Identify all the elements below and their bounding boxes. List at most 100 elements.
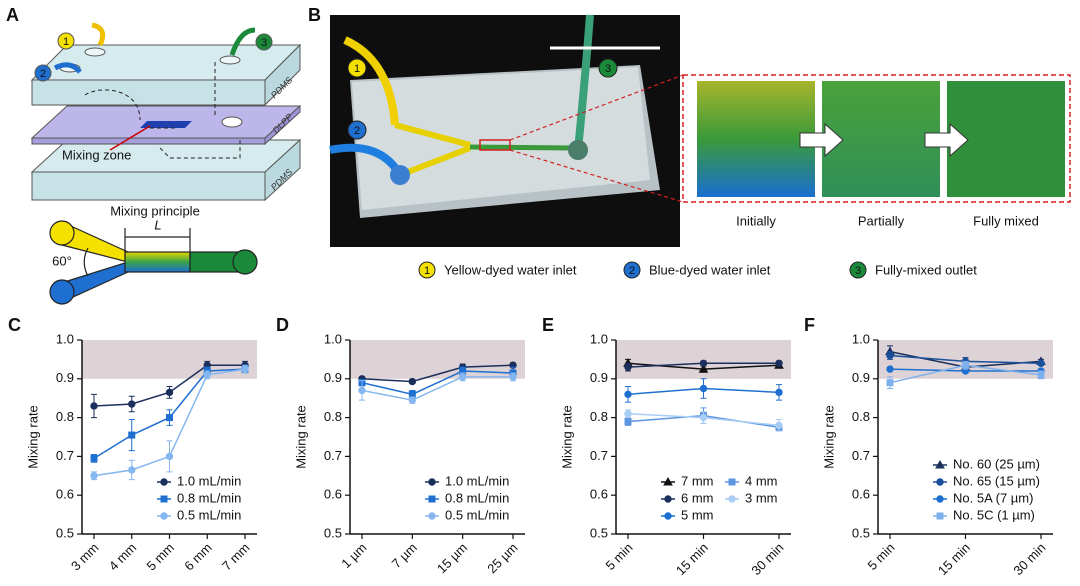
legend-text: Blue-dyed water inlet xyxy=(649,262,771,277)
legend-label: No. 5A (7 µm) xyxy=(953,490,1033,505)
marker xyxy=(408,377,417,386)
x-tick-label: 15 µm xyxy=(434,540,470,576)
x-tick-label: 30 min xyxy=(748,540,786,578)
y-axis-title: Mixing rate xyxy=(293,405,308,469)
marker xyxy=(166,414,173,422)
y-tick-label: 0.5 xyxy=(590,525,608,540)
marker xyxy=(90,454,98,462)
port-number: 2 xyxy=(354,125,360,137)
stage-label: Partially xyxy=(858,213,905,228)
marker xyxy=(358,386,366,395)
legend-label: 0.5 mL/min xyxy=(445,507,509,522)
marker xyxy=(458,373,467,381)
marker xyxy=(128,431,136,439)
legend-marker xyxy=(428,478,436,486)
series-line xyxy=(361,370,514,396)
legend-label: 1.0 mL/min xyxy=(177,473,241,488)
y-axis-title: Mixing rate xyxy=(25,405,40,469)
y-tick-label: 0.8 xyxy=(56,409,74,424)
x-tick-label: 1 µm xyxy=(338,540,369,571)
marker xyxy=(775,388,783,397)
mixing-principle-diagram xyxy=(49,220,258,305)
series-line xyxy=(361,376,513,401)
legend-marker xyxy=(936,495,944,503)
marker xyxy=(699,359,708,367)
x-tick-label: 4 mm xyxy=(106,540,140,574)
x-tick-label: 5 min xyxy=(602,540,635,573)
legend-number: 1 xyxy=(424,265,430,277)
marker xyxy=(624,363,632,371)
legend-marker xyxy=(728,495,736,503)
marker xyxy=(128,466,136,474)
device-photo xyxy=(329,14,1071,247)
legend-label: No. 60 (25 µm) xyxy=(953,456,1040,471)
marker xyxy=(886,351,894,360)
legend-marker xyxy=(160,478,168,486)
y-tick-label: 0.7 xyxy=(56,448,74,463)
y-tick-label: 0.8 xyxy=(324,409,342,424)
y-tick-label: 0.7 xyxy=(324,448,342,463)
legend-label: 0.5 mL/min xyxy=(177,507,241,522)
y-tick-label: 0.5 xyxy=(56,525,74,540)
x-tick-label: 7 µm xyxy=(389,540,420,571)
panel-letter: C xyxy=(8,315,21,335)
marker xyxy=(165,388,174,397)
marker xyxy=(962,361,969,369)
marker xyxy=(408,390,416,398)
x-tick-label: 3 mm xyxy=(68,540,102,574)
y-tick-label: 0.7 xyxy=(852,448,870,463)
legend-label: 5 mm xyxy=(681,507,714,522)
legend-marker xyxy=(935,459,945,469)
marker xyxy=(1037,371,1045,379)
legend-label: 6 mm xyxy=(681,490,714,505)
port-number: 1 xyxy=(354,63,360,75)
angle-label: 60° xyxy=(52,253,72,268)
x-tick-label: 5 min xyxy=(864,540,897,573)
marker xyxy=(624,417,632,425)
photo-legend xyxy=(418,261,867,279)
marker xyxy=(128,400,136,408)
marker xyxy=(698,364,709,373)
port-number: 1 xyxy=(63,36,69,48)
panel-letter: D xyxy=(276,315,289,335)
marker xyxy=(1037,359,1045,367)
stage-label: Fully mixed xyxy=(973,213,1039,228)
x-tick-label: 30 min xyxy=(1010,540,1048,578)
y-axis-title: Mixing rate xyxy=(559,405,574,469)
panel-letter: E xyxy=(542,315,554,335)
y-tick-label: 0.6 xyxy=(590,487,608,502)
chip-diagram xyxy=(30,22,302,202)
legend-label: 4 mm xyxy=(745,473,778,488)
legend-number: 2 xyxy=(629,265,635,277)
x-tick-label: 25 µm xyxy=(484,540,520,576)
legend-marker xyxy=(664,512,672,520)
y-tick-label: 0.6 xyxy=(852,487,870,502)
marker xyxy=(203,371,211,379)
legend-label: 3 mm xyxy=(745,490,778,505)
y-tick-label: 0.6 xyxy=(56,487,74,502)
legend-text: Fully-mixed outlet xyxy=(875,262,977,277)
y-tick-label: 0.9 xyxy=(590,370,608,385)
y-tick-label: 0.9 xyxy=(852,370,870,385)
legend-number: 3 xyxy=(855,265,861,277)
legend-label: No. 65 (15 µm) xyxy=(953,473,1040,488)
y-tick-label: 0.5 xyxy=(852,525,870,540)
legend-marker xyxy=(428,495,436,503)
marker xyxy=(408,396,417,404)
y-tick-label: 0.8 xyxy=(852,409,870,424)
legend-marker xyxy=(428,512,436,520)
marker xyxy=(886,379,894,387)
panel-letter: B xyxy=(308,5,321,25)
principle-title: Mixing principle xyxy=(110,203,200,218)
y-tick-label: 0.5 xyxy=(324,525,342,540)
mixing-zone-label: Mixing zone xyxy=(62,147,131,162)
y-tick-label: 1.0 xyxy=(324,331,342,346)
y-tick-label: 0.7 xyxy=(590,448,608,463)
port-number: 3 xyxy=(261,37,267,49)
port-number: 3 xyxy=(605,63,611,75)
marker xyxy=(165,452,174,461)
legend-marker xyxy=(664,495,672,503)
legend-marker xyxy=(936,478,944,486)
legend-label: 1.0 mL/min xyxy=(445,473,509,488)
